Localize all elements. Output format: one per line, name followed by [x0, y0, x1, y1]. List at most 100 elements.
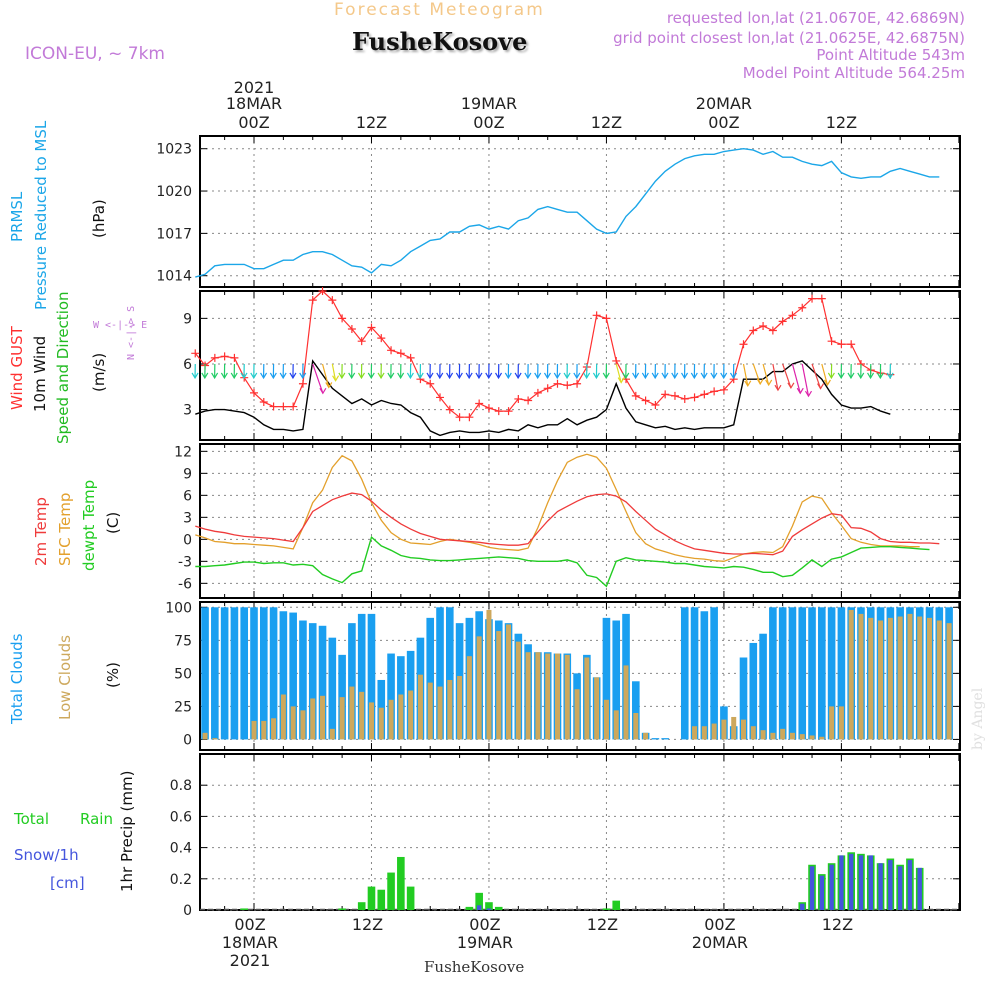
snow-bar	[809, 866, 815, 910]
wind-arrow-head	[406, 372, 414, 380]
wind-arrow-head	[240, 372, 248, 380]
series-gust-line	[194, 290, 891, 418]
gust-marker	[631, 391, 640, 400]
wind-arrow	[772, 363, 779, 391]
y-tick-label: 1017	[156, 226, 192, 242]
wind-arrow-head	[332, 375, 340, 382]
rain-bar	[338, 908, 346, 910]
y-tick-label: 9	[183, 311, 192, 327]
total-cloud-bar	[279, 611, 288, 740]
y-tick-label: 3	[183, 403, 192, 419]
gust-marker	[396, 349, 405, 358]
low-cloud-bar	[349, 686, 355, 740]
time-label-bottom: 00Z	[234, 915, 265, 934]
wind-arrow-head	[681, 372, 689, 380]
gust-marker	[592, 311, 601, 320]
gust-marker	[700, 390, 709, 399]
low-cloud-bar	[251, 720, 257, 740]
rain-bar	[475, 892, 483, 910]
y-tick-label: 0.8	[170, 778, 192, 794]
total-cloud-bar	[338, 654, 346, 740]
wind-arrow-head	[357, 372, 365, 380]
gust-marker	[230, 353, 239, 362]
low-cloud-bar	[378, 707, 384, 740]
low-cloud-bar	[466, 656, 472, 740]
wind-arrow-head	[534, 372, 542, 380]
gust-marker	[563, 381, 572, 390]
total-cloud-bar	[348, 623, 356, 740]
gust-marker	[387, 346, 396, 355]
gust-marker	[837, 340, 846, 349]
total-cloud-bar	[739, 657, 748, 740]
wind-arrow-head	[847, 372, 855, 380]
wind-arrow-head	[756, 378, 764, 386]
gust-marker	[279, 402, 288, 411]
total-cloud-bar	[690, 607, 699, 740]
low-cloud-bar	[829, 706, 835, 740]
y-tick-label: 9	[183, 466, 192, 482]
total-cloud-bar	[837, 607, 846, 740]
low-cloud-bar	[447, 679, 453, 740]
wind-arrow	[821, 363, 829, 386]
y-tick-label: 1023	[156, 142, 192, 158]
y-tick-label: 6	[183, 357, 192, 373]
wind-arrow-head	[787, 382, 795, 389]
total-cloud-bar	[778, 607, 787, 740]
gust-marker	[573, 379, 582, 388]
gust-marker	[436, 393, 445, 402]
low-cloud-bar	[457, 676, 463, 740]
wind-arrow-head	[524, 372, 532, 380]
wind-arrow-head	[436, 372, 444, 380]
point-altitude: Point Altitude 543m	[816, 46, 965, 64]
rain-bar	[465, 906, 474, 910]
low-cloud-bar	[554, 653, 560, 740]
low-cloud-bar	[202, 732, 208, 740]
gust-marker	[817, 294, 826, 303]
total-cloud-bar	[387, 653, 395, 740]
snow-bar	[476, 905, 482, 910]
gust-marker	[533, 388, 542, 397]
wind-arrow-head	[397, 372, 405, 380]
gust-marker	[328, 296, 337, 305]
total-cloud-bar	[788, 607, 797, 740]
gust-marker	[426, 379, 435, 388]
wind-arrow-head	[641, 372, 649, 380]
wind-arrow-head	[857, 372, 865, 380]
low-cloud-bar	[290, 706, 296, 740]
low-cloud-bar	[809, 735, 815, 740]
y-tick-label: 6	[183, 488, 192, 504]
low-cloud-bar	[858, 613, 864, 740]
total-cloud-bar	[201, 607, 209, 740]
low-cloud-bar	[388, 699, 394, 740]
total-cloud-bar	[700, 611, 709, 740]
rain-bar	[494, 906, 503, 910]
gust-marker	[475, 399, 484, 408]
total-cloud-bar	[759, 633, 767, 740]
gust-marker	[494, 407, 503, 416]
time-label-top: 12Z	[826, 113, 857, 132]
low-cloud-bar	[780, 728, 786, 740]
wind-arrow-head	[622, 372, 630, 380]
total-cloud-bar	[259, 607, 268, 740]
gust-marker	[357, 337, 366, 346]
y-tick-label: 0.4	[170, 841, 192, 857]
wind-arrow-head	[804, 390, 813, 398]
wind-arrow-head	[416, 372, 424, 380]
total-cloud-bar	[749, 642, 758, 740]
low-cloud-bar	[878, 620, 884, 740]
y-tick-label: 50	[174, 666, 192, 682]
snow-bar	[868, 855, 873, 910]
low-cloud-bar	[515, 641, 521, 740]
gust-marker	[455, 413, 464, 422]
total-cloud-bar	[299, 620, 307, 740]
low-cloud-bar	[310, 698, 316, 740]
gust-marker	[308, 296, 317, 305]
wind-arrow-head	[289, 372, 297, 380]
low-cloud-bar	[633, 713, 639, 740]
wind-arrow-head	[387, 372, 395, 380]
low-cloud-bar	[300, 710, 306, 740]
low-cloud-bar	[506, 624, 512, 740]
low-cloud-bar	[731, 716, 737, 740]
wind-arrow-head	[269, 372, 277, 380]
gust-marker	[759, 321, 768, 330]
